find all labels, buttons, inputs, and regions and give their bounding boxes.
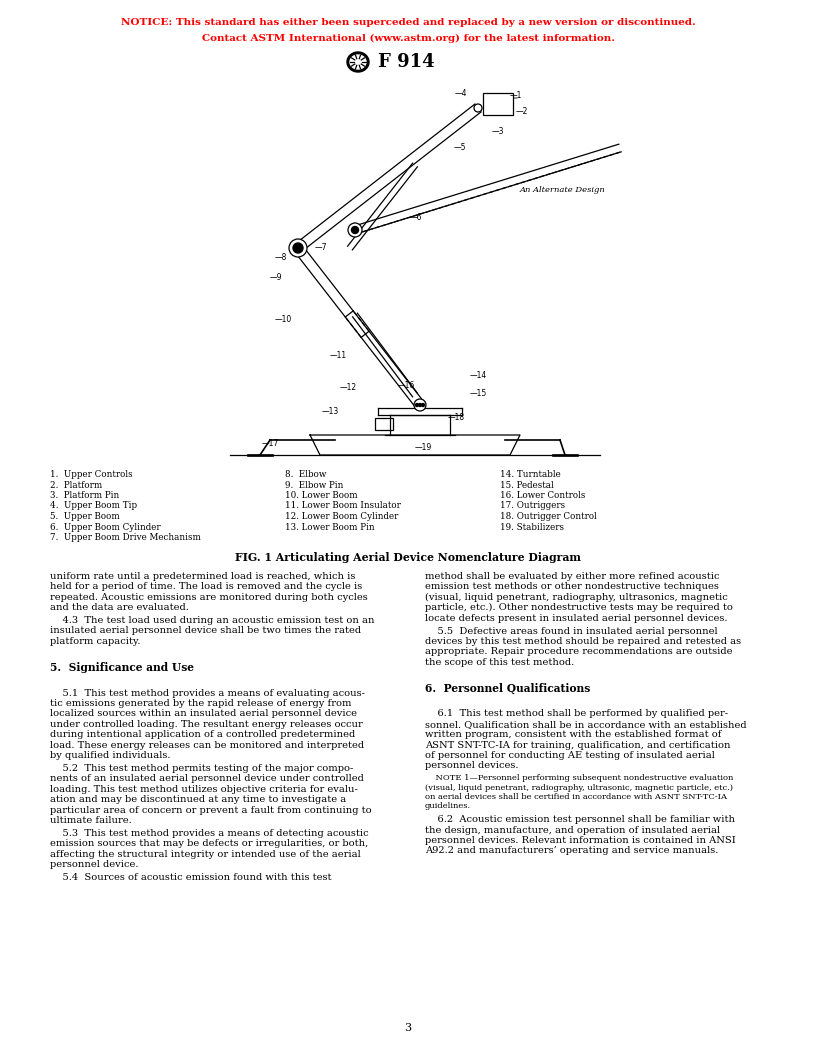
- Text: 1.  Upper Controls: 1. Upper Controls: [50, 470, 133, 479]
- Text: —1: —1: [510, 92, 522, 100]
- Text: —2: —2: [516, 108, 529, 116]
- Circle shape: [422, 403, 424, 407]
- Text: 18. Outrigger Control: 18. Outrigger Control: [500, 512, 596, 521]
- Text: 4.3  The test load used during an acoustic emission test on an
insulated aerial : 4.3 The test load used during an acousti…: [50, 616, 375, 646]
- Text: —11: —11: [330, 351, 347, 359]
- Text: 5.2  This test method permits testing of the major compo-
nents of an insulated : 5.2 This test method permits testing of …: [50, 763, 371, 825]
- Text: 8.  Elbow: 8. Elbow: [285, 470, 326, 479]
- Text: 6.  Upper Boom Cylinder: 6. Upper Boom Cylinder: [50, 523, 161, 531]
- Text: 3: 3: [405, 1023, 411, 1033]
- Text: NOTICE: This standard has either been superceded and replaced by a new version o: NOTICE: This standard has either been su…: [121, 18, 695, 27]
- Circle shape: [474, 103, 482, 112]
- Text: —4: —4: [455, 89, 468, 97]
- Text: —15: —15: [470, 389, 487, 397]
- Text: —9: —9: [270, 274, 282, 283]
- Text: —18: —18: [448, 414, 465, 422]
- Text: uniform rate until a predetermined load is reached, which is
held for a period o: uniform rate until a predetermined load …: [50, 572, 368, 612]
- Text: —19: —19: [415, 444, 432, 453]
- Text: 14. Turntable: 14. Turntable: [500, 470, 561, 479]
- Text: —12: —12: [340, 383, 357, 393]
- Text: F 914: F 914: [378, 53, 435, 71]
- Ellipse shape: [350, 55, 366, 69]
- Circle shape: [414, 399, 426, 411]
- Text: An Alternate Design: An Alternate Design: [520, 186, 605, 194]
- Text: 15. Pedestal: 15. Pedestal: [500, 480, 554, 490]
- Text: —13: —13: [322, 408, 339, 416]
- Text: —8: —8: [275, 253, 287, 263]
- Circle shape: [415, 403, 419, 407]
- Text: 5.3  This test method provides a means of detecting acoustic
emission sources th: 5.3 This test method provides a means of…: [50, 829, 369, 869]
- Text: —14: —14: [470, 371, 487, 379]
- Text: 5.  Upper Boom: 5. Upper Boom: [50, 512, 120, 521]
- Text: 17. Outriggers: 17. Outriggers: [500, 502, 565, 510]
- Text: 5.5  Defective areas found in insulated aerial personnel
devices by this test me: 5.5 Defective areas found in insulated a…: [425, 626, 741, 666]
- Text: 6.1  This test method shall be performed by qualified per-
sonnel. Qualification: 6.1 This test method shall be performed …: [425, 710, 747, 771]
- Text: —5: —5: [454, 144, 467, 152]
- Circle shape: [289, 239, 307, 257]
- Text: 10. Lower Boom: 10. Lower Boom: [285, 491, 357, 499]
- Circle shape: [419, 403, 422, 407]
- Text: —6: —6: [410, 213, 423, 223]
- Text: —10: —10: [275, 316, 292, 324]
- Text: 4.  Upper Boom Tip: 4. Upper Boom Tip: [50, 502, 137, 510]
- Text: 5.1  This test method provides a means of evaluating acous-
tic emissions genera: 5.1 This test method provides a means of…: [50, 689, 365, 760]
- Text: —17: —17: [262, 438, 279, 448]
- Ellipse shape: [347, 52, 369, 72]
- Circle shape: [348, 223, 362, 237]
- Text: 3.  Platform Pin: 3. Platform Pin: [50, 491, 119, 499]
- Text: Contact ASTM International (www.astm.org) for the latest information.: Contact ASTM International (www.astm.org…: [202, 34, 614, 43]
- Circle shape: [352, 226, 358, 233]
- Text: FIG. 1 Articulating Aerial Device Nomenclature Diagram: FIG. 1 Articulating Aerial Device Nomenc…: [235, 552, 581, 563]
- Circle shape: [293, 243, 303, 253]
- Text: 2.  Platform: 2. Platform: [50, 480, 102, 490]
- Bar: [483, 93, 513, 115]
- Text: 5.  Significance and Use: 5. Significance and Use: [50, 649, 194, 686]
- Text: 12. Lower Boom Cylinder: 12. Lower Boom Cylinder: [285, 512, 398, 521]
- FancyBboxPatch shape: [375, 418, 393, 430]
- Text: 19. Stabilizers: 19. Stabilizers: [500, 523, 564, 531]
- Text: 16. Lower Controls: 16. Lower Controls: [500, 491, 585, 499]
- Text: —3: —3: [492, 128, 504, 136]
- Text: 9.  Elbow Pin: 9. Elbow Pin: [285, 480, 344, 490]
- Text: 5.4  Sources of acoustic emission found with this test: 5.4 Sources of acoustic emission found w…: [50, 873, 331, 882]
- Text: 6.  Personnel Qualifications: 6. Personnel Qualifications: [425, 671, 590, 708]
- Text: 6.2  Acoustic emission test personnel shall be familiar with
the design, manufac: 6.2 Acoustic emission test personnel sha…: [425, 815, 736, 855]
- Text: —7: —7: [315, 244, 327, 252]
- Text: —16: —16: [398, 380, 415, 390]
- Text: 11. Lower Boom Insulator: 11. Lower Boom Insulator: [285, 502, 401, 510]
- Text: 13. Lower Boom Pin: 13. Lower Boom Pin: [285, 523, 375, 531]
- Text: NOTE 1—Personnel performing subsequent nondestructive evaluation
(visual, liquid: NOTE 1—Personnel performing subsequent n…: [425, 774, 734, 810]
- Text: method shall be evaluated by either more refined acoustic
emission test methods : method shall be evaluated by either more…: [425, 572, 733, 623]
- Text: 7.  Upper Boom Drive Mechanism: 7. Upper Boom Drive Mechanism: [50, 533, 201, 542]
